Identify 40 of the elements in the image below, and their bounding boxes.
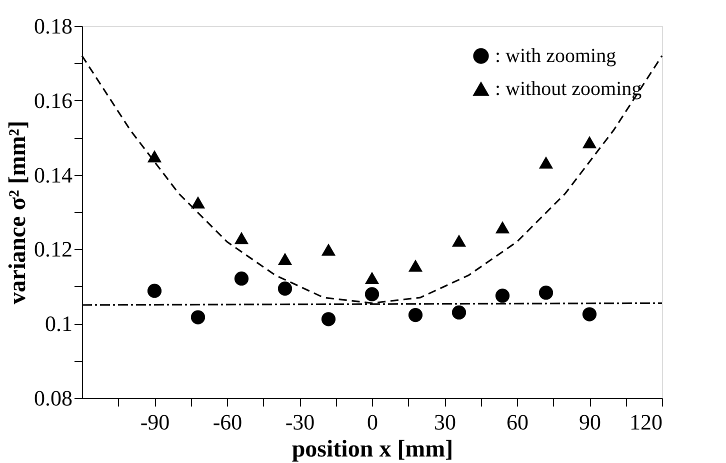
y-tick-label: 0.14 [34,162,72,188]
y-axis-title: variance σ² [mm²] [5,120,31,304]
point [364,272,380,284]
y-tick-label: 0.12 [34,236,72,262]
y-tick-label: 0.1 [45,311,72,336]
x-tick-label: -90 [140,410,170,434]
point [234,232,249,244]
point [234,272,249,286]
point [495,221,510,234]
x-tick-label: 120 [630,410,662,434]
point [582,136,597,148]
point [364,287,380,302]
legend-label: : without zooming [495,78,642,100]
point [538,156,554,169]
x-tick-label: 60 [506,410,528,434]
point [147,150,162,162]
point [190,310,206,324]
point [538,286,554,300]
x-tick-label: 30 [434,410,456,434]
point [321,312,336,326]
point [408,308,423,322]
y-tick-label: 0.18 [34,14,72,38]
x-tick-label: -60 [212,410,242,434]
point [278,252,292,265]
point [452,305,466,320]
legend-label: : with zooming [495,45,616,67]
point [408,259,423,272]
point [452,234,466,247]
point [582,307,597,322]
y-tick-label: 0.16 [34,88,72,113]
x-tick-label: 0 [367,410,378,434]
point [147,284,162,298]
point [321,243,336,256]
point [190,196,206,208]
x-tick-label: -30 [285,410,315,434]
y-tick-label: 0.08 [34,386,72,410]
x-axis-title: position x [mm] [292,436,454,462]
point [278,282,292,296]
x-tick-label: 90 [579,410,601,434]
point [495,288,510,303]
